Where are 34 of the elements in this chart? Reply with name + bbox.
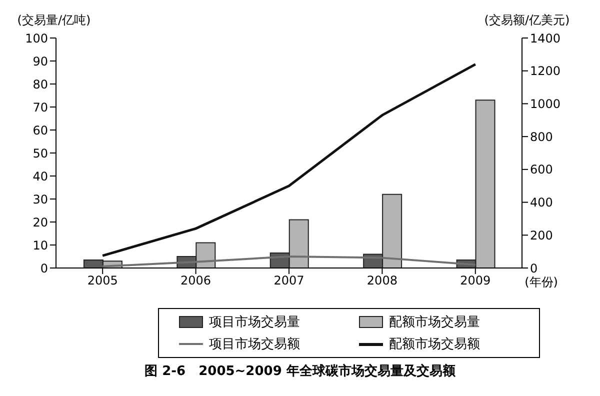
y2-tick-label: 200	[530, 228, 553, 242]
x-tick-label: 2005	[87, 274, 118, 288]
legend-label: 项目市场交易额	[209, 336, 300, 353]
y2-tick-label: 0	[530, 261, 538, 276]
x-axis-title: (年份)	[524, 275, 558, 289]
x-tick-label: 2009	[460, 274, 491, 288]
y-axis-title: (交易量/亿吨)	[17, 13, 91, 27]
y2-tick-label: 1400	[530, 31, 561, 46]
y-tick-label: 30	[32, 192, 48, 206]
y-tick-label: 80	[32, 77, 48, 92]
y2-tick-label: 1000	[530, 96, 561, 111]
text: 图 2-6 2005~2009 年全球碳市场交易量及交易额	[144, 362, 456, 380]
y-tick-label: 90	[32, 54, 48, 68]
y2-tick-label: 800	[530, 130, 553, 144]
y-tick-label: 40	[32, 169, 48, 184]
x-tick-label: 2007	[274, 274, 304, 288]
y-tick-label: 70	[32, 100, 48, 114]
y2-tick-label: 1200	[530, 64, 561, 78]
line-series	[102, 256, 476, 268]
y-tick-label: 10	[32, 238, 48, 252]
y-tick-label: 0	[40, 261, 48, 276]
legend-label: 项目市场交易量	[209, 314, 300, 331]
line-series	[101, 63, 477, 257]
y-tick-label: 20	[32, 215, 48, 230]
x-tick-label: 2008	[366, 274, 398, 288]
y-tick-label: 100	[25, 31, 48, 46]
legend-label: 配额市场交易量	[389, 314, 480, 331]
y2-axis-title: (交易额/亿美元)	[484, 13, 570, 27]
y-tick-label: 50	[32, 146, 48, 160]
y2-tick-label: 400	[530, 196, 553, 210]
legend-label: 配额市场交易额	[389, 336, 480, 353]
y-tick-label: 60	[32, 123, 48, 138]
x-tick-label: 2006	[180, 274, 212, 288]
y2-tick-label: 600	[530, 162, 553, 177]
